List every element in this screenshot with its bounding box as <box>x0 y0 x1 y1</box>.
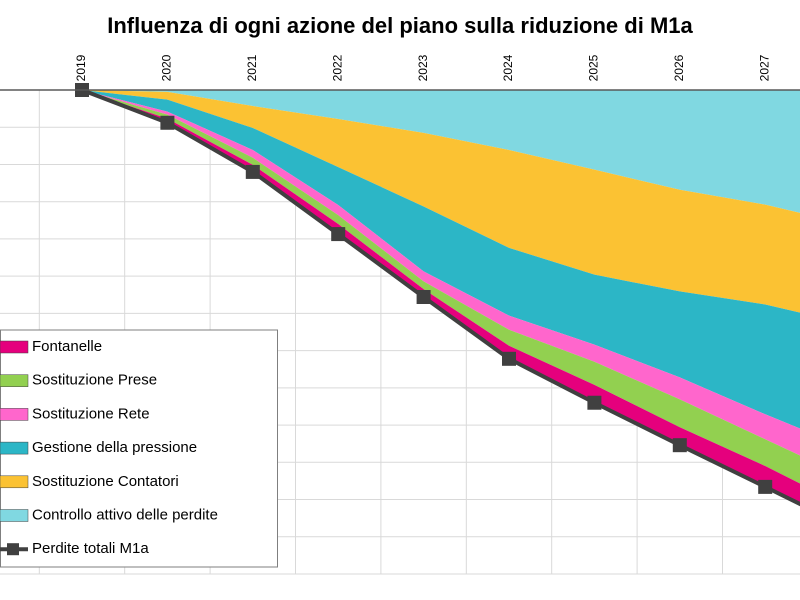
legend-label: Gestione della pressione <box>32 439 197 456</box>
legend-label: Sostituzione Contatori <box>32 473 179 490</box>
x-tick-label: 2019 <box>74 54 88 81</box>
legend-swatch <box>0 374 29 387</box>
legend-swatch-marker <box>7 543 19 556</box>
marker <box>672 438 687 453</box>
area <box>82 90 800 456</box>
marker <box>502 351 516 366</box>
legend-swatch <box>0 441 29 455</box>
x-tick-label: 2021 <box>245 54 259 81</box>
marker <box>416 290 431 305</box>
legend-label: Controllo attivo delle perdite <box>32 506 218 523</box>
legend-label: Perdite totali M1a <box>32 540 149 557</box>
area <box>82 90 800 484</box>
area <box>82 90 800 213</box>
legend-swatch <box>0 340 29 354</box>
x-tick-label: 2023 <box>416 54 430 81</box>
marker <box>587 395 602 410</box>
area <box>82 90 800 505</box>
x-tick-label: 2022 <box>330 54 344 81</box>
x-tick-label: 2018 <box>0 54 3 81</box>
area <box>82 90 800 429</box>
marker <box>758 479 773 494</box>
x-tick-label: 2024 <box>501 54 515 81</box>
area <box>82 90 800 313</box>
x-tick-label: 2026 <box>672 54 686 81</box>
legend-swatch <box>0 509 29 522</box>
legend-swatch <box>0 475 29 489</box>
legend-label: Sostituzione Rete <box>32 405 150 422</box>
line <box>81 88 800 507</box>
legend-swatch <box>0 408 29 421</box>
marker <box>160 115 175 130</box>
chart-title: Influenza di ogni azione del piano sulla… <box>107 13 693 38</box>
legend-label: Fontanelle <box>32 338 102 355</box>
marker <box>245 164 260 179</box>
x-tick-label: 2027 <box>757 54 771 81</box>
marker <box>331 227 346 242</box>
x-tick-label: 2020 <box>160 54 174 81</box>
x-tick-label: 2025 <box>587 54 601 81</box>
legend-box <box>0 329 278 568</box>
legend-label: Sostituzione Prese <box>32 372 157 389</box>
